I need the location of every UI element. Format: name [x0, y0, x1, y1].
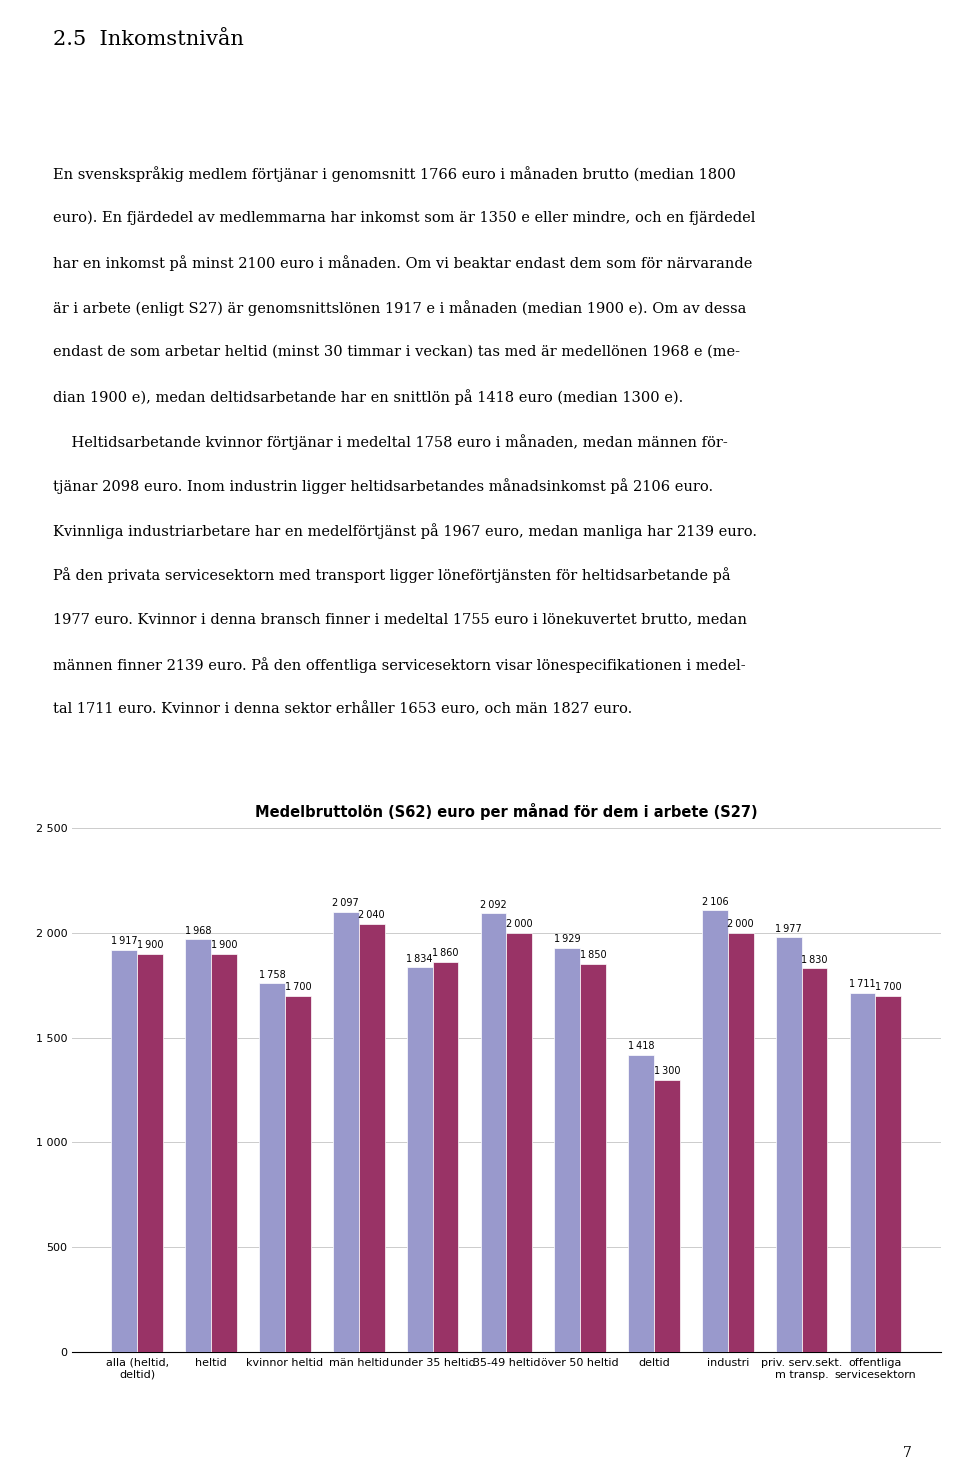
Bar: [580, 964, 606, 1352]
Bar: [285, 996, 311, 1352]
Text: männen finner 2139 euro. På den offentliga servicesektorn visar lönespecifikatio: männen finner 2139 euro. På den offentli…: [53, 656, 745, 672]
Text: 1 917: 1 917: [111, 936, 137, 946]
Bar: [211, 953, 237, 1352]
Text: En svenskspråkig medlem förtjänar i genomsnitt 1766 euro i månaden brutto (media: En svenskspråkig medlem förtjänar i geno…: [53, 167, 735, 182]
Text: 1 929: 1 929: [554, 934, 581, 944]
Bar: [185, 940, 211, 1352]
Text: euro). En fjärdedel av medlemmarna har inkomst som är 1350 e eller mindre, och e: euro). En fjärdedel av medlemmarna har i…: [53, 211, 756, 225]
Text: 2 040: 2 040: [358, 910, 385, 921]
Text: 2 000: 2 000: [506, 919, 533, 928]
Text: 1 968: 1 968: [185, 925, 211, 936]
Text: 1 700: 1 700: [284, 981, 311, 992]
Text: tal 1711 euro. Kvinnor i denna sektor erhåller 1653 euro, och män 1827 euro.: tal 1711 euro. Kvinnor i denna sektor er…: [53, 701, 632, 715]
Text: dian 1900 e), medan deltidsarbetande har en snittlön på 1418 euro (median 1300 e: dian 1900 e), medan deltidsarbetande har…: [53, 389, 684, 405]
Bar: [702, 910, 728, 1352]
Text: har en inkomst på minst 2100 euro i månaden. Om vi beaktar endast dem som för nä: har en inkomst på minst 2100 euro i måna…: [53, 256, 753, 272]
Bar: [407, 968, 433, 1352]
Text: 2 097: 2 097: [332, 899, 359, 909]
Text: är i arbete (enligt S27) är genomsnittslönen 1917 e i månaden (median 1900 e). O: är i arbete (enligt S27) är genomsnittsl…: [53, 300, 746, 316]
Text: 7: 7: [903, 1447, 912, 1460]
Text: 1 300: 1 300: [654, 1066, 681, 1076]
Bar: [728, 933, 754, 1352]
Bar: [137, 953, 163, 1352]
Text: endast de som arbetar heltid (minst 30 timmar i veckan) tas med är medellönen 19: endast de som arbetar heltid (minst 30 t…: [53, 344, 740, 359]
Text: 1 900: 1 900: [137, 940, 163, 950]
Text: 1 711: 1 711: [850, 980, 876, 989]
Bar: [628, 1055, 654, 1352]
Bar: [259, 983, 285, 1352]
Text: tjänar 2098 euro. Inom industrin ligger heltidsarbetandes månadsinkomst på 2106 : tjänar 2098 euro. Inom industrin ligger …: [53, 479, 713, 494]
Text: 1 830: 1 830: [802, 955, 828, 965]
Text: Kvinnliga industriarbetare har en medelförtjänst på 1967 euro, medan manliga har: Kvinnliga industriarbetare har en medelf…: [53, 523, 756, 539]
Text: 1 860: 1 860: [432, 949, 459, 958]
Text: 1 418: 1 418: [628, 1041, 655, 1051]
Bar: [850, 993, 876, 1352]
Bar: [654, 1079, 680, 1352]
Text: 2 106: 2 106: [702, 897, 729, 906]
Text: 1977 euro. Kvinnor i denna bransch finner i medeltal 1755 euro i lönekuvertet br: 1977 euro. Kvinnor i denna bransch finne…: [53, 612, 747, 627]
Text: 2 092: 2 092: [480, 900, 507, 909]
Text: 2.5  Inkomstnivån: 2.5 Inkomstnivån: [53, 30, 244, 49]
Bar: [554, 947, 580, 1352]
Bar: [507, 933, 532, 1352]
Text: 1 700: 1 700: [876, 981, 901, 992]
Bar: [776, 937, 802, 1352]
Text: 1 977: 1 977: [776, 924, 803, 934]
Text: 1 900: 1 900: [211, 940, 237, 950]
Bar: [333, 912, 359, 1352]
Text: På den privata servicesektorn med transport ligger löneförtjänsten för heltidsar: På den privata servicesektorn med transp…: [53, 568, 731, 584]
Text: 2 000: 2 000: [728, 919, 754, 928]
Text: Heltidsarbetande kvinnor förtjänar i medeltal 1758 euro i månaden, medan männen : Heltidsarbetande kvinnor förtjänar i med…: [53, 435, 728, 449]
Text: 1 834: 1 834: [406, 953, 433, 964]
Bar: [481, 913, 506, 1352]
Bar: [802, 968, 828, 1352]
Text: 1 850: 1 850: [580, 950, 607, 961]
Title: Medelbruttolön (S62) euro per månad för dem i arbete (S27): Medelbruttolön (S62) euro per månad för …: [255, 803, 757, 820]
Bar: [433, 962, 459, 1352]
Bar: [876, 996, 901, 1352]
Bar: [111, 950, 137, 1352]
Text: 1 758: 1 758: [258, 970, 285, 980]
Bar: [359, 924, 385, 1352]
